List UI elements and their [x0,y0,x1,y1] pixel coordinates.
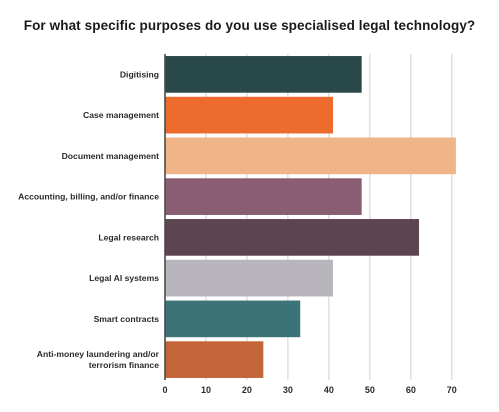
x-tick-label: 10 [201,385,211,395]
bars [165,56,456,378]
bar [165,96,333,134]
bar [165,259,333,297]
x-tick-label: 50 [365,385,375,395]
category-label: Smart contracts [94,314,160,324]
category-label: Legal research [98,232,159,242]
category-label: Legal AI systems [89,273,159,283]
bar [165,219,420,256]
x-tick-label: 20 [242,385,252,395]
x-tick-label: 40 [324,385,334,395]
bar [165,341,264,378]
x-tick-label: 30 [283,385,293,395]
category-label: Case management [83,110,159,120]
x-tick-label: 70 [447,385,457,395]
bar [165,56,362,93]
category-label: terrorism finance [89,360,159,370]
bar [165,300,301,338]
chart-title: For what specific purposes do you use sp… [23,18,476,33]
category-label: Anti-money laundering and/or [37,349,160,359]
bar [165,137,456,175]
x-tick-labels: 0 10 20 30 40 50 60 70 [162,385,456,395]
category-label: Document management [62,151,160,161]
category-labels: Digitising Case management Document manage… [18,69,160,370]
bar [165,178,362,215]
x-tick-label: 60 [406,385,416,395]
x-tick-label: 0 [162,385,167,395]
category-label: Accounting, billing, and/or finance [18,192,159,202]
category-label: Digitising [120,69,159,79]
